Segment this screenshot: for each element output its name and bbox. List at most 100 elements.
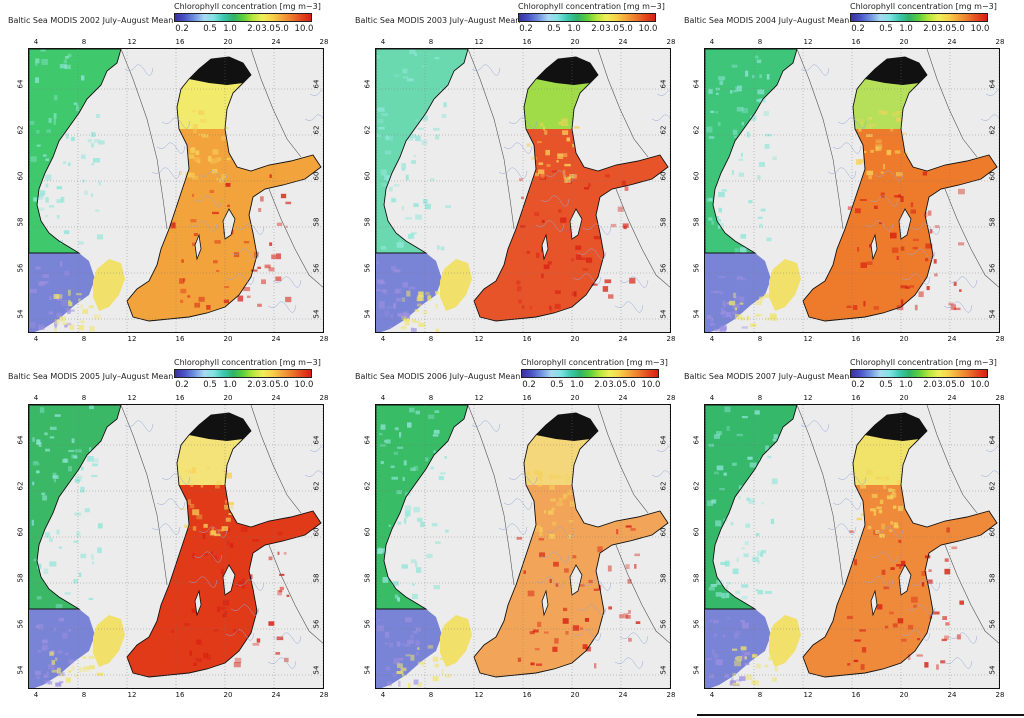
colorbar-tick: 2.0 xyxy=(591,24,605,34)
lat-tick-left: 64 xyxy=(16,435,25,445)
lon-tick-top: 20 xyxy=(570,38,580,46)
lon-tick-top: 28 xyxy=(319,38,329,46)
kattegat xyxy=(93,259,125,311)
colorbar-gradient xyxy=(850,369,988,378)
lat-tick-right: 64 xyxy=(988,435,997,445)
lon-tick-bottom: 24 xyxy=(271,691,281,699)
oland xyxy=(870,589,878,617)
lat-tick-right: 62 xyxy=(312,125,321,135)
colorbar-ticks: 0.2 0.5 1.0 2.0 3.0 5.0 10.0 xyxy=(850,380,1000,392)
norway-coastline xyxy=(376,49,469,254)
colorbar-tick: 1.0 xyxy=(570,380,584,390)
baltic-coastline xyxy=(126,56,322,322)
lon-tick-top: 16 xyxy=(522,38,532,46)
lat-tick-right: 64 xyxy=(988,79,997,89)
lon-tick-top: 24 xyxy=(618,38,628,46)
lat-tick-left: 58 xyxy=(692,217,701,227)
lon-tick-bottom: 4 xyxy=(380,691,386,699)
colorbar-tick: 10.0 xyxy=(294,24,314,34)
baltic-coastline xyxy=(473,56,669,322)
colorbar-tick: 1.0 xyxy=(899,24,913,34)
lat-tick-right: 60 xyxy=(659,527,668,537)
map-panel-2005: Baltic Sea MODIS 2005 July–August Mean Ch… xyxy=(4,356,328,699)
lat-tick-right: 58 xyxy=(659,573,668,583)
sweden-norway-border xyxy=(120,49,168,230)
colorbar-tick: 2.0 xyxy=(594,380,608,390)
lat-tick-right: 54 xyxy=(988,665,997,675)
colorbar-tick: 0.5 xyxy=(547,24,561,34)
lat-tick-right: 58 xyxy=(988,217,997,227)
lon-tick-bottom: 20 xyxy=(223,691,233,699)
lon-tick-bottom: 28 xyxy=(319,335,329,343)
colorbar-tick: 0.5 xyxy=(879,380,893,390)
lat-tick-left: 62 xyxy=(692,481,701,491)
chlorophyll-map xyxy=(705,405,999,688)
lat-tick-left: 58 xyxy=(692,573,701,583)
lat-tick-left: 54 xyxy=(363,309,372,319)
lon-tick-top: 20 xyxy=(223,38,233,46)
lon-tick-top: 24 xyxy=(271,38,281,46)
lon-tick-bottom: 12 xyxy=(803,335,813,343)
lon-tick-bottom: 16 xyxy=(175,691,185,699)
map-frame xyxy=(704,404,1000,689)
lon-tick-top: 4 xyxy=(709,38,715,46)
north-sea xyxy=(705,609,771,688)
colorbar-gradient xyxy=(518,13,656,22)
lon-tick-top: 28 xyxy=(319,394,329,402)
lat-tick-right: 58 xyxy=(988,573,997,583)
norwegian-sea xyxy=(376,405,468,609)
north-sea xyxy=(29,609,95,688)
lat-tick-right: 56 xyxy=(988,263,997,273)
colorbar-tick: 5.0 xyxy=(951,380,965,390)
oland xyxy=(194,233,202,261)
map-frame xyxy=(704,48,1000,333)
lat-tick-left: 58 xyxy=(363,573,372,583)
colorbar-ticks: 0.2 0.5 1.0 2.0 3.0 5.0 10.0 xyxy=(518,24,668,36)
lon-tick-bottom: 20 xyxy=(570,335,580,343)
lon-tick-bottom: 8 xyxy=(81,691,87,699)
colorbar-gradient xyxy=(174,13,312,22)
norway-coastline xyxy=(29,405,122,610)
lat-tick-left: 64 xyxy=(692,79,701,89)
eastern-borders xyxy=(597,405,670,644)
lon-tick-top: 16 xyxy=(851,38,861,46)
chlorophyll-map xyxy=(376,405,670,688)
lat-tick-left: 62 xyxy=(16,125,25,135)
lat-tick-right: 62 xyxy=(659,481,668,491)
map-panel-2004: Baltic Sea MODIS 2004 July–August Mean Ch… xyxy=(680,0,1004,343)
bottom-rule xyxy=(697,714,1024,716)
lon-tick-top: 16 xyxy=(175,394,185,402)
lat-tick-left: 58 xyxy=(16,573,25,583)
norway-coastline xyxy=(705,405,798,610)
norway-coastline xyxy=(29,49,122,254)
colorbar-tick: 3.0 xyxy=(605,24,619,34)
colorbar-gradient xyxy=(850,13,988,22)
lat-tick-right: 62 xyxy=(988,481,997,491)
lon-tick-bottom: 16 xyxy=(522,335,532,343)
norwegian-sea xyxy=(376,49,468,253)
lat-tick-right: 54 xyxy=(659,665,668,675)
baltic-sea xyxy=(474,413,668,677)
lon-tick-bottom: 28 xyxy=(319,691,329,699)
lon-tick-top: 20 xyxy=(570,394,580,402)
lon-tick-bottom: 12 xyxy=(474,691,484,699)
colorbar-ticks: 0.2 0.5 1.0 2.0 3.0 5.0 10.0 xyxy=(174,24,324,36)
bothnian-bay-no-data xyxy=(189,57,251,85)
lat-tick-right: 58 xyxy=(312,217,321,227)
baltic-sea xyxy=(474,57,668,321)
lon-tick-bottom: 8 xyxy=(757,691,763,699)
colorbar-label: Chlorophyll concentration [mg m−3] xyxy=(518,2,665,11)
lat-tick-right: 54 xyxy=(312,665,321,675)
lat-tick-left: 60 xyxy=(692,171,701,181)
colorbar-tick: 0.2 xyxy=(175,24,189,34)
lat-tick-left: 54 xyxy=(16,665,25,675)
lon-tick-top: 4 xyxy=(380,38,386,46)
lon-tick-bottom: 4 xyxy=(33,691,39,699)
map-panel-2006: Baltic Sea MODIS 2006 July–August Mean Ch… xyxy=(351,356,675,699)
colorbar-tick: 0.5 xyxy=(879,24,893,34)
norwegian-sea xyxy=(705,49,797,253)
lon-tick-top: 12 xyxy=(127,38,137,46)
lon-tick-bottom: 20 xyxy=(899,691,909,699)
lon-tick-top: 12 xyxy=(803,38,813,46)
norwegian-sea xyxy=(29,405,121,609)
